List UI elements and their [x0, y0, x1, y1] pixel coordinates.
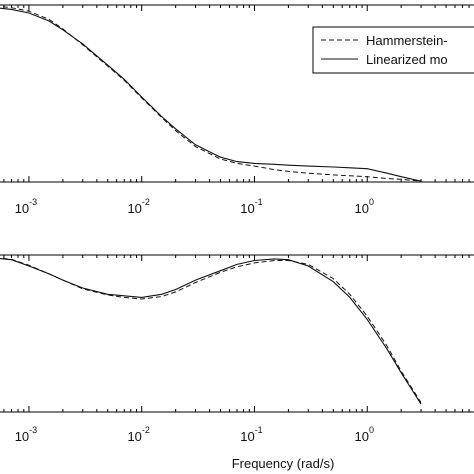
series-line-linearized	[0, 7, 422, 182]
x-tick-label: 10-3	[15, 197, 37, 216]
x-axis-title: Frequency (rad/s)	[232, 456, 335, 471]
plot-frame	[0, 254, 474, 413]
x-tick-label: 100	[354, 425, 373, 444]
x-tick-label: 10-2	[127, 197, 149, 216]
series-line-hammerstein	[0, 257, 422, 403]
x-tick-label: 100	[354, 197, 373, 216]
legend-label: Hammerstein-	[366, 33, 448, 48]
x-tick-label: 10-2	[127, 425, 149, 444]
legend-label: Linearized mo	[366, 52, 448, 67]
legend: Hammerstein- Linearized mo	[312, 26, 474, 74]
x-tick-label: 10-1	[240, 197, 262, 216]
x-tick-label: 10-3	[15, 425, 37, 444]
series-line-hammerstein	[0, 5, 422, 182]
legend-box	[312, 26, 474, 74]
x-tick-label: 10-1	[240, 425, 262, 444]
